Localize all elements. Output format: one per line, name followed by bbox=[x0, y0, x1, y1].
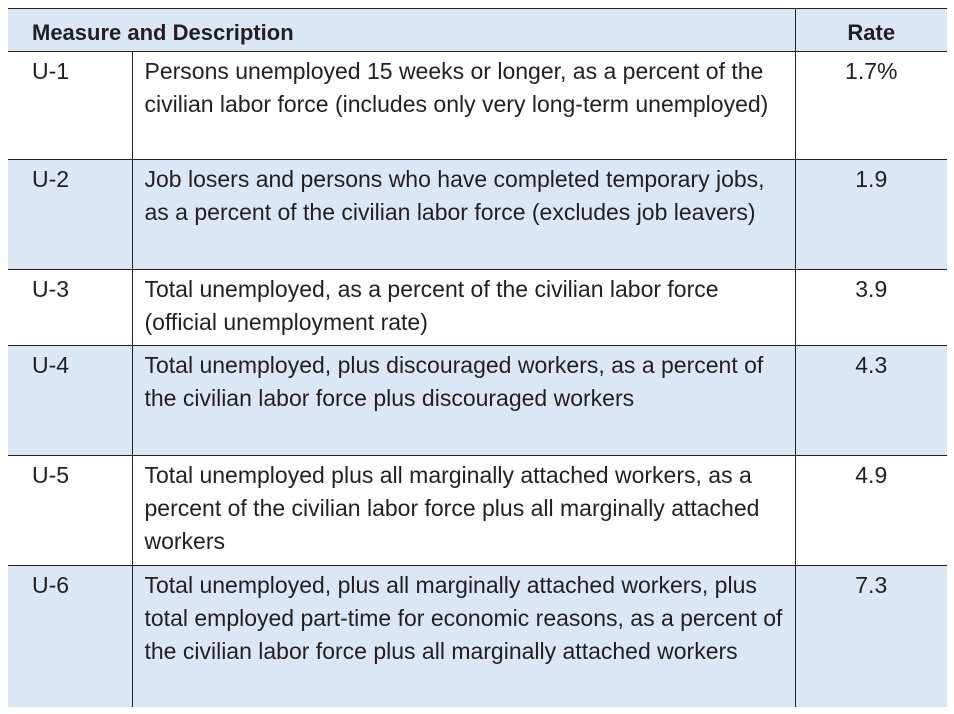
measure-code: U-5 bbox=[32, 461, 70, 488]
header-rate: Rate bbox=[794, 9, 948, 52]
table-row: U-1 Persons unemployed 15 weeks or longe… bbox=[8, 51, 948, 159]
measure-rate: 1.7% bbox=[794, 51, 948, 159]
measure-code: U-2 bbox=[32, 165, 70, 192]
measure-description: Job losers and persons who have complete… bbox=[131, 159, 796, 269]
measure-description: Total unemployed, plus discouraged worke… bbox=[131, 345, 796, 455]
table-row: U-6 Total unemployed, plus all marginall… bbox=[8, 565, 948, 707]
measure-description: Total unemployed, as a percent of the ci… bbox=[131, 269, 796, 345]
measure-rate: 7.3 bbox=[794, 565, 948, 707]
measure-rate: 4.3 bbox=[794, 345, 948, 455]
header-measure-description: Measure and Description bbox=[8, 9, 796, 52]
measure-rate: 1.9 bbox=[794, 159, 948, 269]
unemployment-measures-table: Measure and Description Rate U-1 Persons… bbox=[8, 9, 948, 707]
measure-code: U-3 bbox=[32, 275, 70, 302]
unemployment-measures-table-frame: Measure and Description Rate U-1 Persons… bbox=[8, 8, 948, 707]
measure-description: Total unemployed, plus all marginally at… bbox=[131, 565, 796, 707]
table-row: U-2 Job losers and persons who have comp… bbox=[8, 159, 948, 269]
measure-code: U-6 bbox=[32, 571, 70, 598]
measure-code: U-1 bbox=[32, 57, 70, 84]
table-row: U-3 Total unemployed, as a percent of th… bbox=[8, 269, 948, 345]
measure-code: U-4 bbox=[32, 351, 70, 378]
measure-rate: 4.9 bbox=[794, 455, 948, 565]
table-row: U-4 Total unemployed, plus discouraged w… bbox=[8, 345, 948, 455]
measure-rate: 3.9 bbox=[794, 269, 948, 345]
measure-description: Total unemployed plus all marginally att… bbox=[131, 455, 796, 565]
measure-description: Persons unemployed 15 weeks or longer, a… bbox=[131, 51, 796, 159]
table-header-row: Measure and Description Rate bbox=[8, 9, 948, 52]
table-row: U-5 Total unemployed plus all marginally… bbox=[8, 455, 948, 565]
